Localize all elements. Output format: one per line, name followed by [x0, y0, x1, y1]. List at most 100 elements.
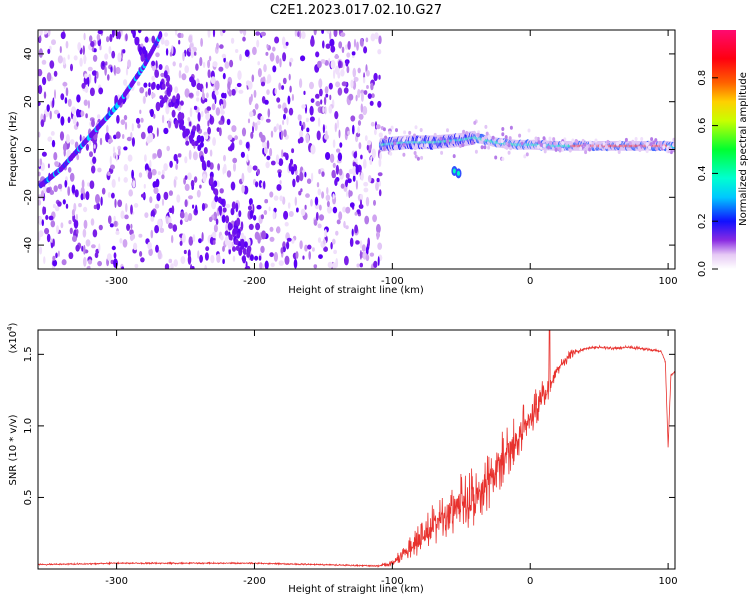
spectrogram-mirror-mark	[196, 123, 201, 132]
spectrogram-noise-speck	[361, 244, 366, 252]
spectrogram-noise-speck	[173, 259, 178, 267]
spectrogram-noise-speck	[176, 194, 181, 203]
spectrogram-mirror-mark	[217, 196, 222, 204]
spectrogram-noise-speck	[241, 127, 247, 137]
spectrogram-noise-speck	[151, 168, 157, 176]
spectrogram-noise-speck	[64, 180, 68, 188]
spectrogram-noise-speck	[156, 193, 161, 202]
spectrogram-noise-speck	[340, 32, 346, 37]
spectrogram-noise-speck	[161, 114, 165, 124]
spectrogram-noise-speck	[147, 88, 151, 96]
spectrogram-mirror-mark	[200, 135, 205, 143]
spectrogram-noise-speck	[370, 121, 375, 127]
spectrogram-noise-speck	[349, 202, 355, 208]
spectrogram-noise-speck	[360, 199, 362, 209]
spectrogram-noise-speck	[266, 44, 269, 49]
spectrogram-mirror-mark	[242, 248, 247, 255]
carrier-speck	[462, 129, 466, 134]
spectrogram-noise-speck	[209, 149, 213, 157]
spectrogram-noise-speck	[122, 134, 125, 139]
spectrogram-noise-speck	[358, 113, 364, 120]
spectrogram-noise-speck	[320, 99, 323, 105]
carrier-speck	[382, 146, 386, 151]
spectrogram-noise-speck	[197, 250, 200, 259]
spectrogram-noise-speck	[334, 181, 338, 186]
spectrogram-noise-speck	[321, 30, 324, 34]
spectrogram-noise-speck	[321, 191, 325, 199]
spectrogram-noise-speck	[81, 179, 85, 189]
spectrogram-noise-speck	[83, 99, 88, 106]
spectrogram-noise-speck	[154, 225, 160, 234]
spectrogram-noise-speck	[325, 130, 328, 137]
spectrogram-noise-speck	[193, 51, 197, 56]
spectrogram-noise-speck	[169, 51, 173, 57]
spectrogram-noise-speck	[188, 92, 194, 98]
spectrogram-noise-speck	[232, 157, 238, 164]
spectrogram-mirror-mark	[161, 83, 166, 90]
spectrogram-noise-speck	[222, 245, 225, 252]
carrier-speck	[452, 154, 456, 159]
spectrogram-noise-speck	[79, 134, 82, 142]
spectrogram-noise-speck	[241, 184, 245, 194]
spectrogram-noise-speck	[272, 211, 276, 220]
spectrogram-noise-speck	[346, 66, 350, 74]
spectrogram-noise-speck	[282, 77, 287, 85]
carrier-speck	[537, 140, 541, 145]
spectrogram-noise-speck	[366, 85, 369, 89]
spectrogram-noise-speck	[337, 152, 343, 162]
spectrogram-noise-speck	[183, 249, 187, 255]
spectrogram-noise-speck	[330, 45, 336, 53]
spectrogram-noise-speck	[354, 224, 358, 234]
spectrogram-noise-speck	[150, 229, 154, 239]
spectrogram-noise-speck	[281, 85, 285, 90]
spectrogram-noise-speck	[314, 196, 319, 206]
carrier-speck	[425, 143, 429, 148]
spectrogram-noise-speck	[332, 206, 338, 214]
spectrogram-noise-speck	[130, 204, 133, 215]
spectrogram-noise-speck	[188, 213, 193, 221]
spectrogram-noise-speck	[315, 211, 319, 221]
carrier-speck	[593, 144, 597, 149]
spectrogram-noise-speck	[90, 218, 95, 226]
spectrogram-mirror-mark	[151, 81, 156, 90]
spectrogram-noise-speck	[300, 208, 306, 216]
spectrogram-noise-speck	[218, 66, 224, 72]
carrier-speck	[501, 132, 505, 137]
spectrogram-mirror-mark	[214, 195, 219, 203]
spectrogram-noise-speck	[193, 105, 198, 110]
carrier-speck	[455, 133, 459, 138]
spectrogram-noise-speck	[188, 236, 194, 246]
spectrogram-noise-speck	[98, 224, 103, 231]
spectrogram-mirror-mark	[247, 245, 252, 253]
spectrogram-noise-speck	[38, 215, 43, 226]
spectrogram-noise-speck	[83, 54, 87, 65]
spectrogram-noise-speck	[345, 225, 349, 230]
spectrogram-noise-speck	[171, 45, 174, 55]
spectrogram-noise-speck	[197, 112, 201, 122]
spectrogram-noise-speck	[219, 127, 222, 137]
spectrogram-noise-speck	[164, 32, 168, 37]
spectrogram-noise-speck	[336, 148, 341, 153]
spectrogram-mirror-mark	[140, 53, 145, 62]
spectrogram-noise-speck	[279, 195, 284, 202]
spectrogram-noise-speck	[378, 74, 381, 80]
spectrogram-noise-speck	[83, 206, 88, 213]
spectrogram-mirror-mark	[235, 245, 240, 251]
spectrogram-noise-speck	[243, 30, 247, 36]
spectrogram-noise-speck	[310, 199, 313, 207]
spectrogram-noise-speck	[192, 151, 198, 161]
carrier-speck	[494, 155, 498, 160]
spectrogram-noise-speck	[264, 260, 269, 269]
spectrogram-noise-speck	[223, 57, 226, 63]
spectrogram-noise-speck	[279, 180, 282, 185]
spectrogram-noise-speck	[303, 90, 306, 95]
spectrogram-noise-speck	[179, 219, 183, 225]
spectrogram-noise-speck	[184, 156, 188, 164]
spectrogram-noise-speck	[345, 206, 351, 214]
spectrogram-noise-speck	[317, 237, 322, 243]
spectrogram-noise-speck	[78, 203, 82, 208]
spectrogram-noise-speck	[266, 89, 270, 95]
carrier-speck	[439, 136, 443, 141]
spectrogram-noise-speck	[374, 32, 379, 40]
spectrogram-noise-speck	[172, 61, 176, 67]
